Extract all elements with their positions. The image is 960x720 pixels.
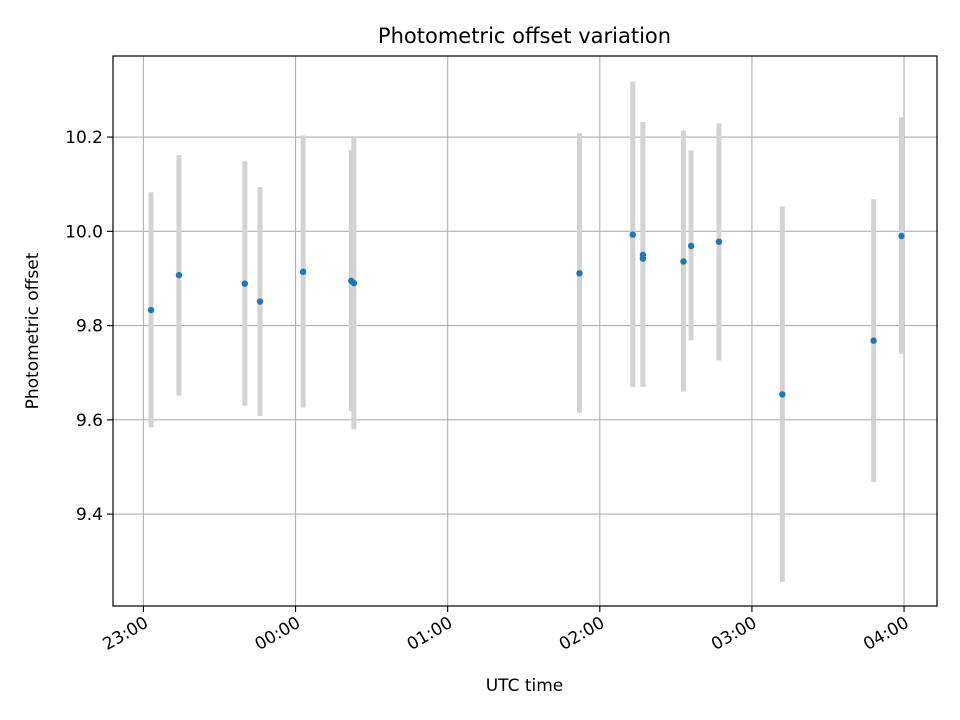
data-point (350, 279, 358, 287)
data-points (147, 231, 905, 398)
y-tick-label: 10.0 (65, 222, 103, 242)
y-axis-label: Photometric offset (23, 252, 43, 409)
data-point (147, 306, 155, 314)
chart-title: Photometric offset variation (378, 24, 671, 48)
data-point (629, 231, 636, 238)
data-point (715, 238, 723, 245)
data-point (687, 242, 695, 250)
plot-frame (112, 55, 938, 607)
data-point (680, 258, 687, 265)
data-point (576, 270, 583, 277)
data-point (639, 255, 647, 262)
data-point (779, 391, 786, 398)
data-point (175, 271, 183, 279)
data-point (256, 298, 264, 305)
x-axis-label: UTC time (486, 676, 564, 696)
y-tick-label: 9.4 (76, 505, 103, 525)
y-axis-ticks: 9.4 9.6 9.8 10.0 10.2 (65, 128, 113, 525)
y-tick-label: 9.6 (76, 411, 103, 431)
data-point (299, 268, 307, 276)
grid-lines (113, 56, 937, 606)
y-tick-label: 10.2 (65, 128, 103, 148)
data-point (870, 337, 877, 344)
y-tick-label: 9.8 (76, 317, 103, 337)
data-point (241, 280, 249, 287)
data-point (898, 232, 905, 240)
